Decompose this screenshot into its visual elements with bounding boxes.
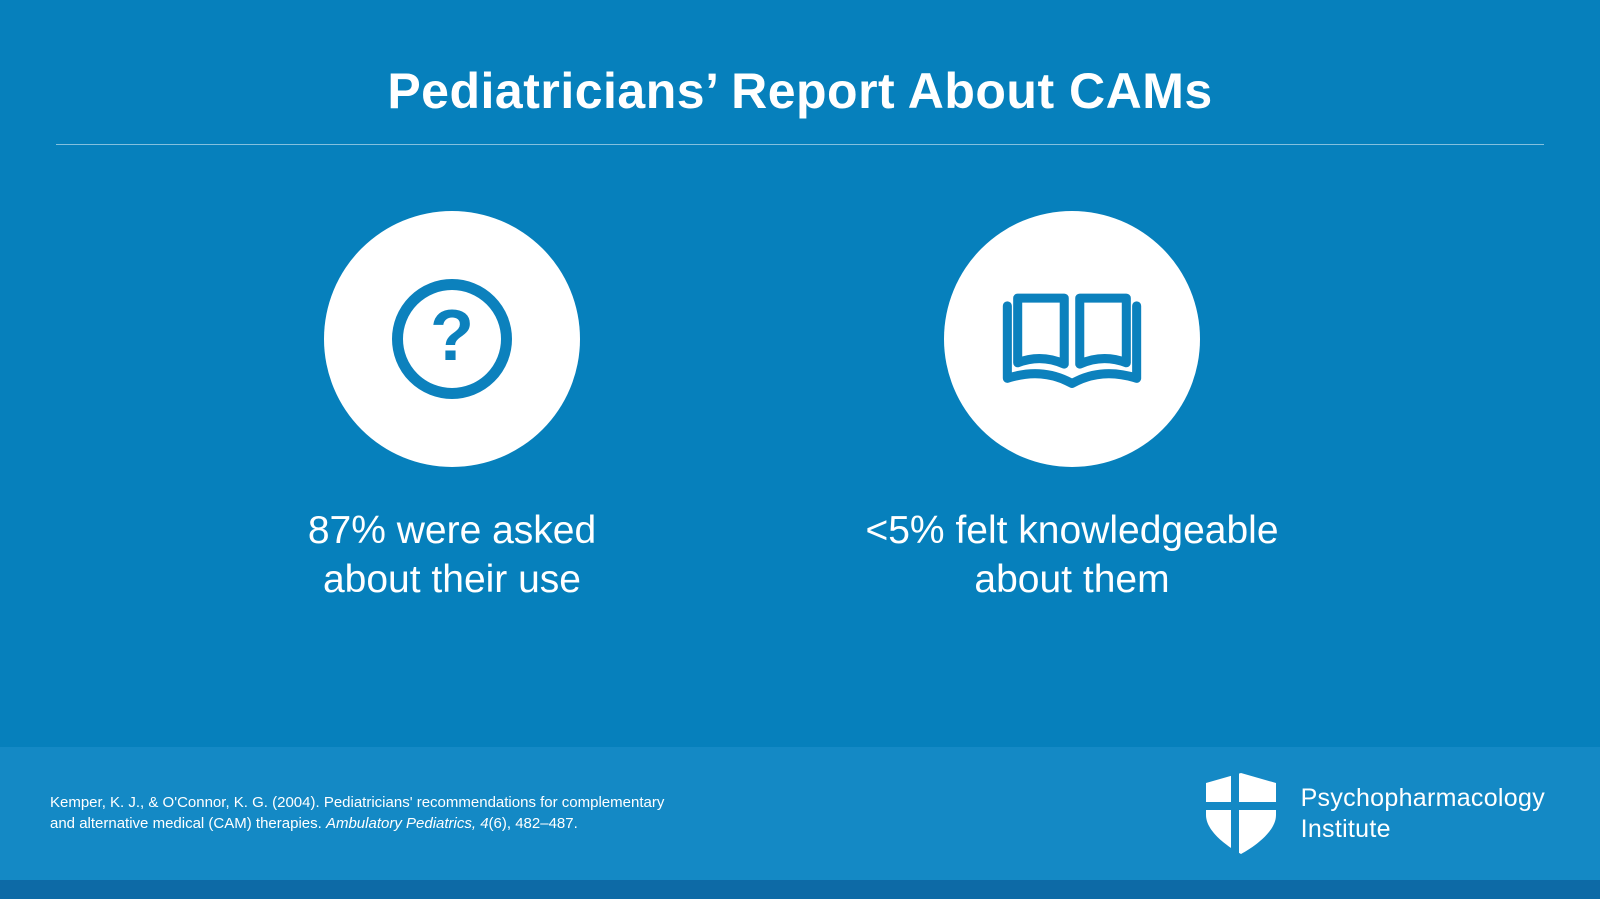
stat-line: about their use bbox=[322, 557, 581, 601]
stat-knowledgeable: <5% felt knowledgeable about them bbox=[822, 211, 1322, 605]
citation-text: Kemper, K. J., & O'Connor, K. G. (2004).… bbox=[50, 794, 665, 832]
bottom-strip bbox=[0, 880, 1600, 899]
stat-line: 87% were asked bbox=[307, 509, 597, 552]
shield-cross-icon bbox=[1200, 769, 1281, 858]
book-circle-badge bbox=[944, 211, 1200, 467]
stat-knowledgeable-text: <5% felt knowledgeable about them bbox=[822, 507, 1322, 605]
logo-line1: Psychopharmacology bbox=[1300, 784, 1545, 812]
stat-asked: ? 87% were asked about their use bbox=[202, 211, 702, 605]
citation: Kemper, K. J., & O'Connor, K. G. (2004).… bbox=[50, 793, 675, 834]
logo-line2: Institute bbox=[1300, 814, 1391, 843]
open-book-icon bbox=[1002, 293, 1142, 388]
question-circle-badge: ? bbox=[324, 211, 580, 467]
stat-line: <5% felt knowledgeable bbox=[865, 509, 1279, 552]
institute-logo: Psychopharmacology Institute bbox=[1200, 769, 1545, 858]
stats-row: ? 87% were asked about their use <5 bbox=[0, 211, 1562, 605]
citation-pages: (6), 482–487. bbox=[488, 814, 578, 832]
title-divider bbox=[56, 144, 1544, 145]
citation-journal: Ambulatory Pediatrics, 4 bbox=[325, 814, 489, 832]
footer-bar: Kemper, K. J., & O'Connor, K. G. (2004).… bbox=[0, 747, 1600, 880]
stat-line: about them bbox=[974, 557, 1170, 601]
stat-asked-text: 87% were asked about their use bbox=[202, 507, 702, 605]
question-glyph: ? bbox=[430, 296, 474, 376]
question-mark-icon: ? bbox=[392, 279, 512, 399]
logo-text: Psychopharmacology Institute bbox=[1301, 783, 1545, 844]
slide-title: Pediatricians’ Report About CAMs bbox=[387, 63, 1213, 119]
